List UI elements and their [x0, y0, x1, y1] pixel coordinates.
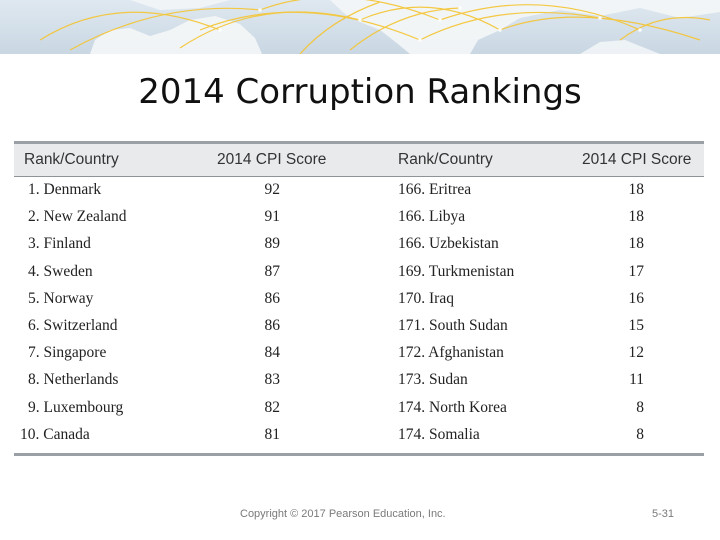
left-cpi-score: 86	[264, 317, 281, 334]
left-cpi-score: 83	[264, 371, 281, 389]
right-rank-country: 166. Uzbekistan	[398, 235, 499, 253]
table-row: 5. Norway 86 170. Iraq 16	[14, 287, 704, 314]
table-row: 3. Finland 89 166. Uzbekistan 18	[14, 232, 704, 259]
right-cpi-score: 15	[628, 317, 645, 334]
right-cpi-score: 18	[628, 208, 645, 226]
left-rank-country: 3. Finland	[28, 235, 91, 253]
left-cpi-score: 91	[264, 208, 281, 226]
left-cpi-score: 82	[264, 398, 281, 416]
header-cpi-score-left: 2014 CPI Score	[217, 151, 327, 168]
table-row: 6. Switzerland 86 171. South Sudan 15	[14, 314, 704, 341]
right-cpi-score: 18	[628, 181, 645, 198]
table-row: 1. Denmark 92 166. Eritrea 18	[14, 178, 704, 205]
left-rank-country: 1. Denmark	[28, 181, 102, 198]
left-rank-country: 10. Canada	[20, 425, 90, 443]
right-rank-country: 172. Afghanistan	[398, 344, 504, 362]
right-rank-country: 169. Turkmenistan	[398, 262, 515, 280]
table-row: 7. Singapore 84 172. Afghanistan 12	[14, 341, 704, 368]
page-number: 5-31	[652, 508, 675, 520]
left-rank-country: 6. Switzerland	[28, 317, 118, 334]
right-rank-country: 174. Somalia	[398, 425, 480, 443]
left-cpi-score: 81	[264, 425, 281, 443]
right-cpi-score: 8	[636, 398, 644, 416]
table-row: 8. Netherlands 83 173. Sudan 11	[14, 368, 704, 395]
left-rank-country: 2. New Zealand	[28, 208, 127, 226]
header-rank-country-left: Rank/Country	[24, 151, 119, 168]
right-rank-country: 170. Iraq	[398, 289, 454, 307]
world-map-banner	[0, 0, 720, 54]
copyright-notice: Copyright © 2017 Pearson Education, Inc.	[240, 508, 446, 520]
table-row: 2. New Zealand 91 166. Libya 18	[14, 205, 704, 232]
right-cpi-score: 8	[636, 425, 644, 443]
table-bottom-rule	[14, 453, 704, 456]
left-cpi-score: 89	[264, 235, 281, 253]
left-cpi-score: 86	[264, 289, 281, 307]
left-rank-country: 7. Singapore	[28, 344, 107, 362]
right-cpi-score: 12	[628, 344, 645, 362]
table-header-rule	[14, 176, 704, 177]
left-cpi-score: 84	[264, 344, 281, 362]
header-cpi-score-right: 2014 CPI Score	[582, 151, 692, 168]
right-cpi-score: 17	[628, 262, 645, 280]
right-cpi-score: 11	[629, 371, 644, 389]
right-rank-country: 166. Libya	[398, 208, 466, 226]
table-row: 9. Luxembourg 82 174. North Korea 8	[14, 396, 704, 423]
left-rank-country: 5. Norway	[28, 289, 94, 307]
right-cpi-score: 16	[628, 289, 645, 307]
left-rank-country: 4. Sweden	[28, 262, 93, 280]
right-rank-country: 166. Eritrea	[398, 181, 472, 198]
world-map-graphic	[39, 0, 720, 54]
right-rank-country: 174. North Korea	[398, 398, 507, 416]
table-header-row: Rank/Country 2014 CPI Score Rank/Country…	[14, 144, 704, 176]
table-row: 10. Canada 81 174. Somalia 8	[14, 423, 704, 450]
header-rank-country-right: Rank/Country	[398, 151, 493, 168]
left-cpi-score: 92	[264, 181, 281, 198]
left-rank-country: 8. Netherlands	[28, 371, 119, 389]
left-rank-country: 9. Luxembourg	[28, 398, 124, 416]
right-cpi-score: 18	[628, 235, 645, 253]
right-rank-country: 173. Sudan	[398, 371, 468, 389]
slide-title: 2014 Corruption Rankings	[138, 72, 582, 112]
table-top-rule	[14, 141, 704, 144]
right-rank-country: 171. South Sudan	[398, 317, 508, 334]
table-row: 4. Sweden 87 169. Turkmenistan 17	[14, 260, 704, 287]
left-cpi-score: 87	[264, 262, 281, 280]
